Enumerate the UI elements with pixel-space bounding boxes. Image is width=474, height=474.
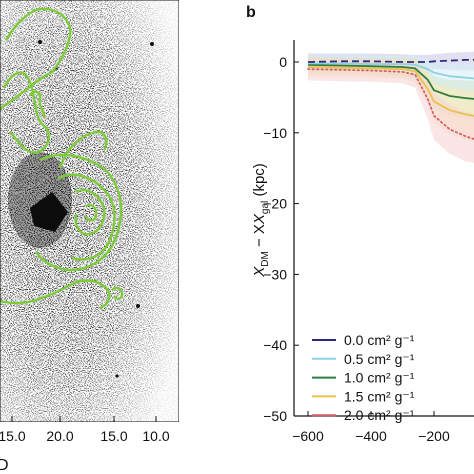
panel-a-x-axis: 15.0 20.0 15.0 10.0: [0, 416, 170, 444]
contour-line: [57, 173, 116, 261]
contour-line: [111, 286, 124, 300]
legend-label: 1.0 cm² g⁻¹: [344, 370, 415, 386]
legend-label: 0.0 cm² g⁻¹: [344, 332, 415, 348]
contour-line: [74, 189, 106, 236]
x-tick-label: 10.0: [142, 428, 169, 444]
contour-line: [84, 203, 98, 222]
x-tick-label: −600: [292, 428, 324, 444]
x-tick-label: 15.0: [100, 428, 127, 444]
contour-lines: [0, 7, 124, 310]
panel-b-label: b: [246, 4, 256, 21]
bright-galaxy: [30, 192, 68, 232]
contour-line: [35, 153, 123, 272]
series-line: [307, 63, 474, 100]
x-tick-label: 15.0: [0, 428, 26, 444]
confidence-band: [308, 57, 474, 164]
legend-label: 2.0 cm² g⁻¹: [344, 407, 415, 423]
legend-label: 0.5 cm² g⁻¹: [344, 351, 415, 367]
y-tick-label: −50: [263, 408, 287, 424]
legend-label: 1.5 cm² g⁻¹: [344, 388, 415, 404]
star: [136, 304, 140, 308]
y-axis-label: XDM − XXgal (kpc): [251, 163, 271, 278]
y-tick-label: −40: [263, 337, 287, 353]
y-tick-label: −30: [263, 266, 287, 282]
x-tick-label: −400: [355, 428, 387, 444]
panel-b-axes: 0 −10 −20 −30 −40 −50 −600 −400 −200: [263, 40, 474, 444]
x-tick-label: −200: [418, 428, 450, 444]
cluster-image: [0, 0, 179, 422]
series-line: [307, 68, 474, 140]
star: [150, 42, 154, 46]
contour-line: [0, 279, 111, 310]
contour-line: [28, 90, 46, 119]
y-tick-label: −20: [263, 196, 287, 212]
cluster-core: [8, 152, 72, 248]
series-line: [307, 66, 474, 117]
star: [115, 374, 119, 378]
panel-a-image: [0, 0, 179, 422]
star: [38, 40, 42, 44]
y-tick-label: 0: [279, 54, 287, 70]
x-tick-label: 20.0: [46, 428, 73, 444]
contour-line: [2, 71, 50, 154]
series-line: [307, 59, 474, 63]
legend: 0.0 cm² g⁻¹ 0.5 cm² g⁻¹ 1.0 cm² g⁻¹ 1.5 cm²…: [312, 332, 415, 423]
y-tick-label: −10: [263, 125, 287, 141]
panel-a-label: D: [0, 457, 9, 474]
series-lines: [307, 59, 474, 140]
series-line: [308, 62, 474, 80]
contour-line: [58, 130, 108, 169]
contour-line: [0, 7, 72, 111]
